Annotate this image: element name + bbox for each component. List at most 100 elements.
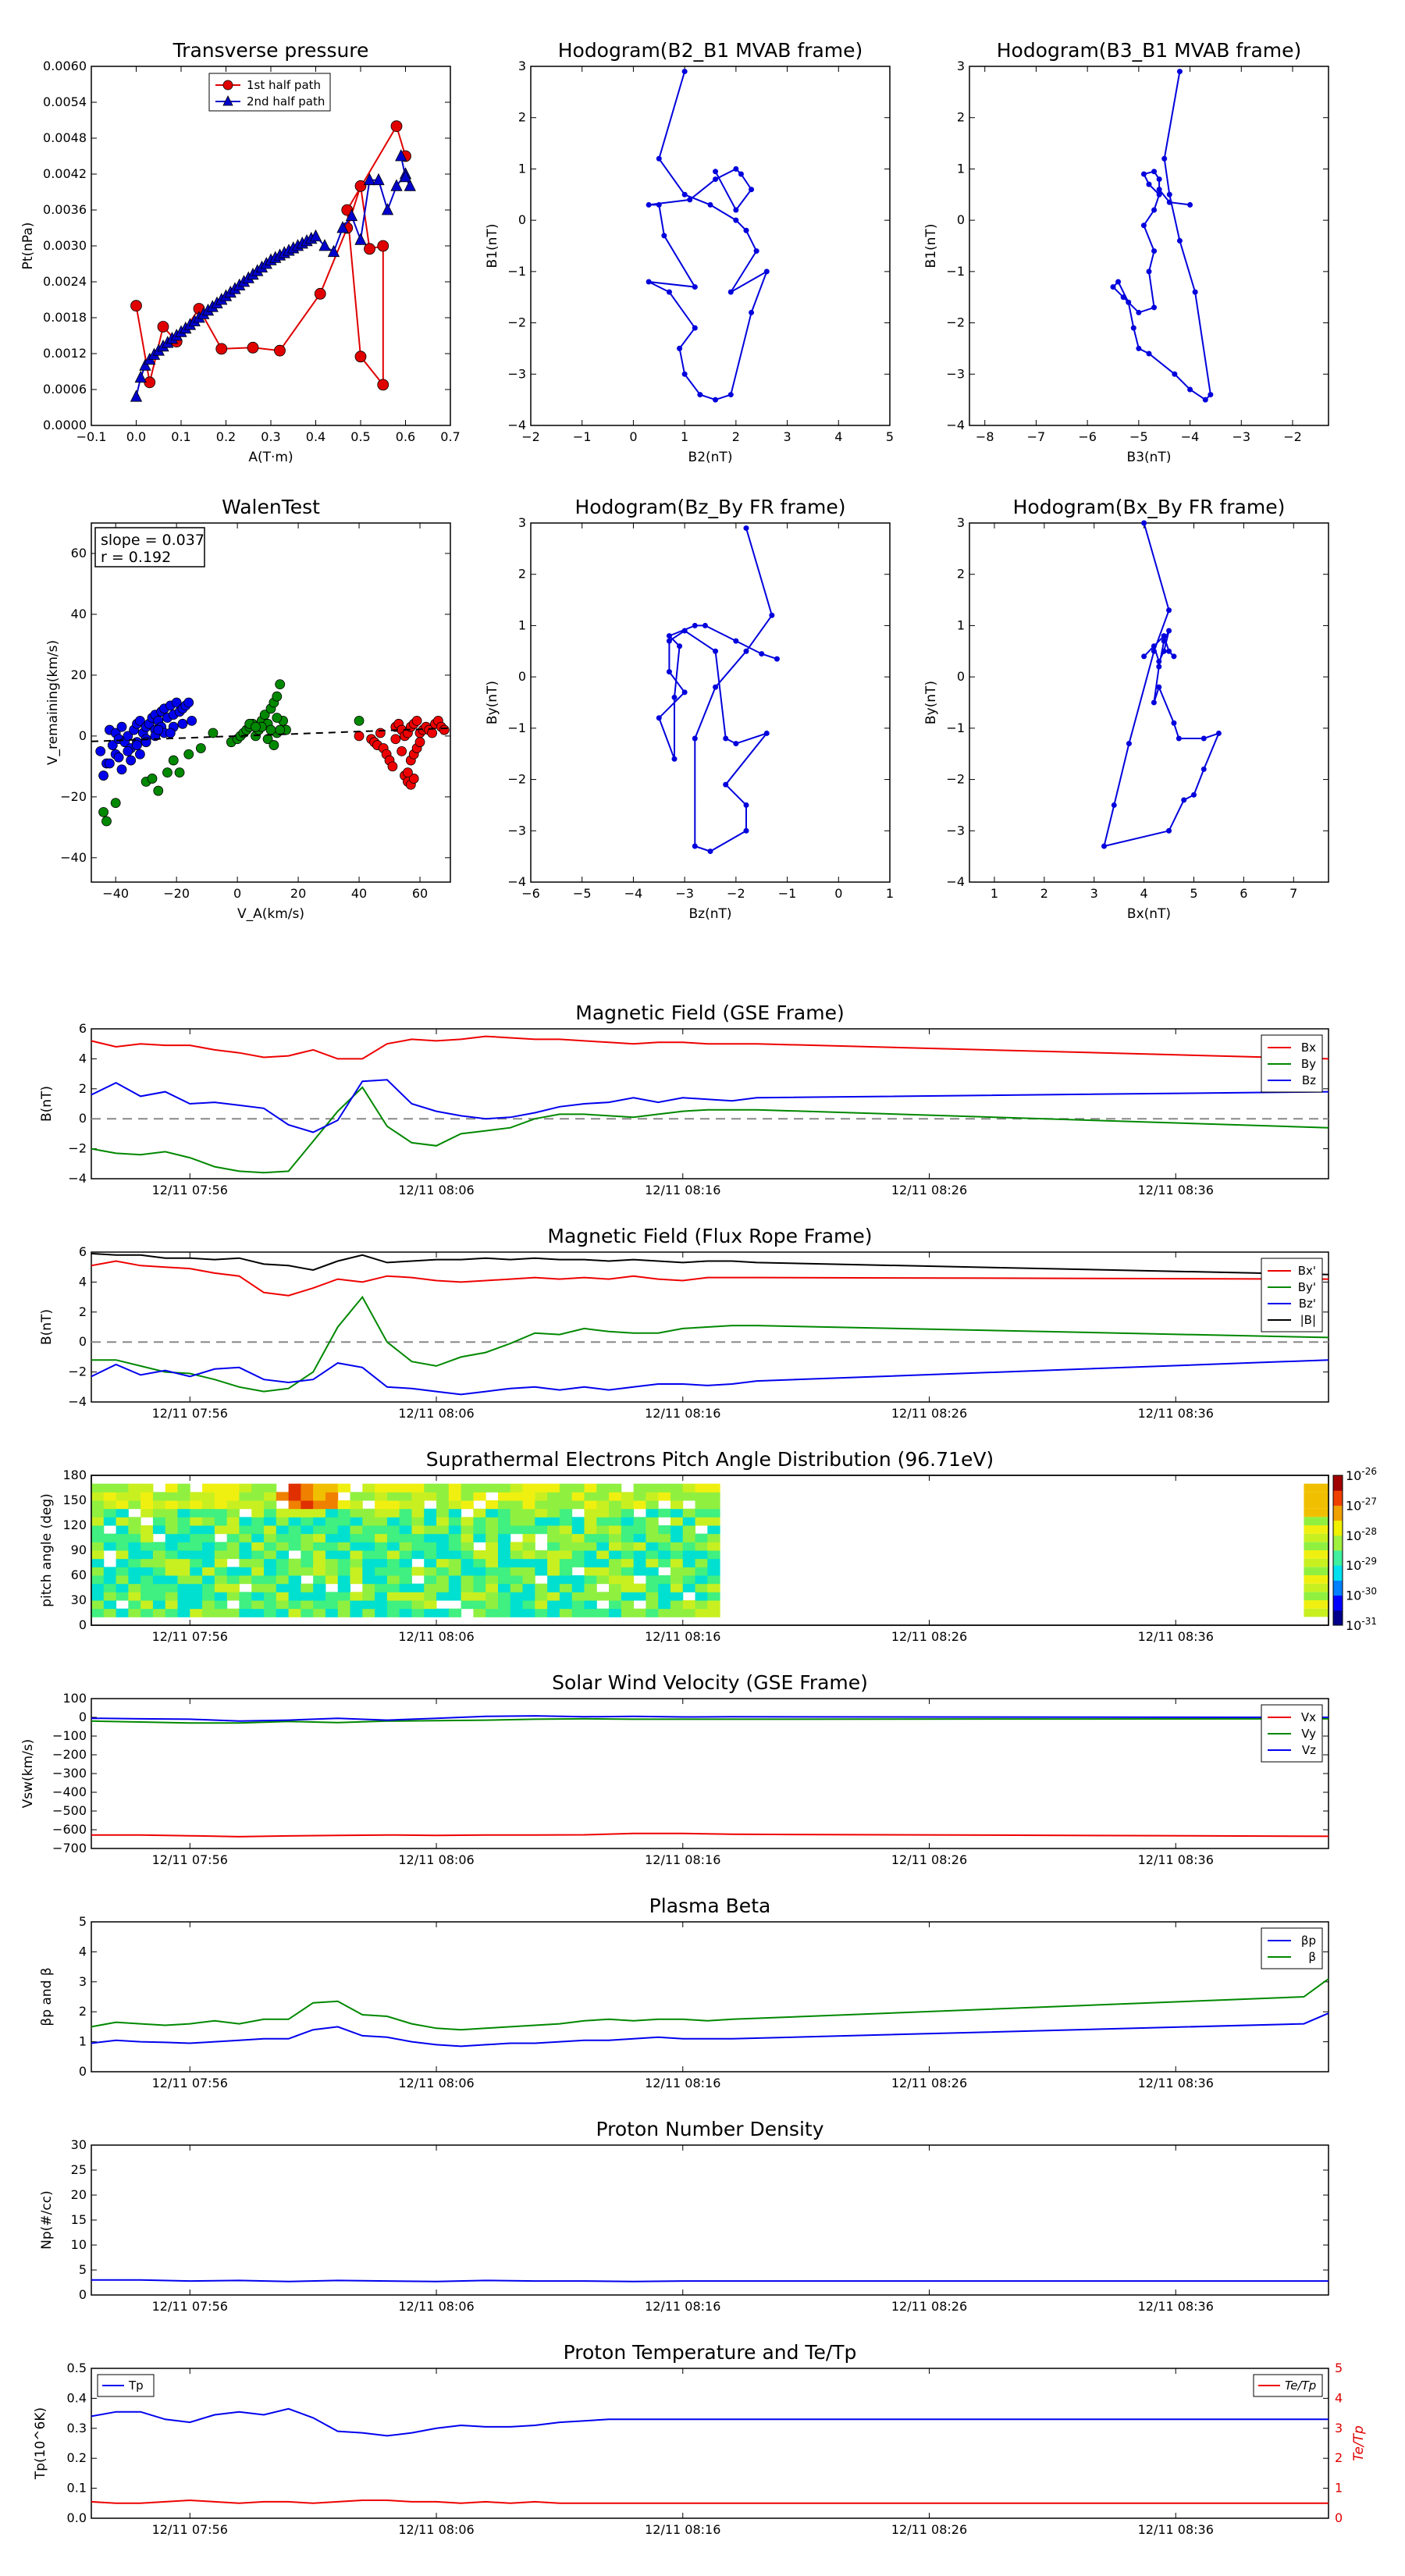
heatmap-cell — [128, 1525, 141, 1535]
heatmap-cell — [621, 1608, 635, 1617]
heatmap-cell — [584, 1567, 597, 1576]
heatmap-cell — [411, 1592, 425, 1601]
heatmap-cell — [571, 1525, 585, 1535]
data-point — [749, 187, 755, 193]
y-tick-label: −40 — [60, 850, 87, 865]
heatmap-cell — [313, 1592, 326, 1601]
heatmap-cell — [362, 1492, 375, 1501]
series-line-bz — [91, 1079, 1329, 1133]
heatmap-cell — [190, 1567, 203, 1576]
data-point — [749, 309, 755, 315]
heatmap-cell — [128, 1533, 141, 1542]
heatmap-cell — [202, 1533, 215, 1542]
y-axis-label: V_remaining(km/s) — [45, 640, 61, 765]
heatmap-cell — [264, 1600, 277, 1610]
heatmap-cell — [436, 1550, 450, 1560]
heatmap-cell — [165, 1500, 179, 1510]
data-point — [1156, 187, 1162, 193]
heatmap-cell — [535, 1500, 548, 1510]
y-tick-label: 1 — [957, 617, 965, 632]
y-tick-label: −2 — [68, 1364, 87, 1379]
y-tick-label: 25 — [71, 2162, 87, 2177]
heatmap-cell — [165, 1542, 179, 1551]
heatmap-cell — [301, 1567, 314, 1576]
y-tick-label: 30 — [71, 1592, 87, 1607]
y-tick-label: 0.0006 — [43, 382, 87, 397]
heatmap-cell — [670, 1583, 684, 1592]
heatmap-cell — [646, 1592, 659, 1601]
data-point — [95, 745, 106, 756]
y-tick-label: −100 — [52, 1728, 87, 1743]
heatmap-cell — [461, 1600, 474, 1610]
y-tick-label: 0.5 — [67, 2361, 87, 2375]
data-point — [139, 358, 151, 371]
heatmap-cell — [522, 1500, 535, 1510]
heatmap-cell — [337, 1533, 351, 1542]
y-right-tick-label: 3 — [1335, 2421, 1343, 2435]
heatmap-cell — [399, 1567, 412, 1576]
data-point — [727, 289, 734, 295]
heatmap-cell — [103, 1592, 117, 1601]
heatmap-cell — [288, 1600, 301, 1610]
heatmap-cell — [522, 1517, 535, 1526]
heatmap-cell — [152, 1500, 166, 1510]
heatmap-cell — [140, 1600, 154, 1610]
heatmap-cell — [621, 1525, 635, 1535]
heatmap-cell — [547, 1608, 560, 1617]
y-tick-label: 0.1 — [67, 2481, 87, 2496]
heatmap-cell — [350, 1550, 363, 1560]
y-tick-label: 2 — [79, 1304, 87, 1319]
data-point — [123, 731, 133, 742]
heatmap-cell — [670, 1483, 684, 1493]
data-point — [381, 203, 394, 215]
heatmap-cell — [375, 1550, 388, 1560]
x-tick-label: 12/11 07:56 — [152, 2076, 228, 2090]
heatmap-cell — [596, 1533, 610, 1542]
x-tick-label: 0.1 — [171, 429, 190, 444]
y-tick-label: 3 — [518, 515, 526, 530]
series-0 — [656, 525, 780, 855]
heatmap-cell — [116, 1592, 129, 1601]
heatmap-cell — [497, 1517, 511, 1526]
heatmap-cell — [337, 1567, 351, 1576]
data-point — [743, 227, 749, 233]
heatmap-cell — [473, 1508, 486, 1517]
heatmap-cell — [695, 1492, 708, 1501]
heatmap-cell — [152, 1492, 166, 1501]
heatmap-cell — [362, 1600, 375, 1610]
data-point — [390, 179, 403, 191]
heatmap-cell — [646, 1600, 659, 1610]
heatmap-cell — [152, 1550, 166, 1560]
heatmap-cell — [682, 1508, 696, 1517]
data-point — [1151, 648, 1157, 654]
heatmap-cell — [375, 1592, 388, 1601]
y-tick-label: 0.4 — [67, 2390, 87, 2405]
heatmap-cell — [461, 1592, 474, 1601]
legend-label: β — [1308, 1950, 1316, 1964]
heatmap-cell — [152, 1525, 166, 1535]
y-right-tick-label: 4 — [1335, 2390, 1343, 2405]
y-tick-label: 3 — [957, 59, 965, 73]
heatmap-cell — [325, 1542, 339, 1551]
heatmap-cell — [140, 1592, 154, 1601]
y-tick-label: 0.3 — [67, 2421, 87, 2435]
heatmap-cell — [362, 1608, 375, 1617]
y-axis-label: Tp(10^6K) — [33, 2407, 48, 2480]
y-axis-label: Pt(nPa) — [20, 222, 36, 270]
heatmap-cell — [276, 1567, 290, 1576]
heatmap-cell — [362, 1583, 375, 1592]
data-point — [251, 721, 261, 732]
chart-title: Hodogram(B2_B1 MVAB frame) — [558, 39, 863, 62]
y-axis-label: By(nT) — [923, 681, 939, 724]
x-tick-label: 0.3 — [261, 429, 280, 444]
data-point — [364, 243, 375, 255]
heatmap-cell — [202, 1583, 215, 1592]
heatmap-cell — [461, 1575, 474, 1585]
colorbar-label-exponent: -31 — [1361, 1616, 1377, 1627]
heatmap-cell — [116, 1567, 129, 1576]
heatmap-cell — [264, 1558, 277, 1567]
heatmap-cell — [116, 1525, 129, 1535]
series-line-p — [91, 2012, 1329, 2048]
heatmap-cell — [350, 1508, 363, 1517]
heatmap-cell — [313, 1558, 326, 1567]
